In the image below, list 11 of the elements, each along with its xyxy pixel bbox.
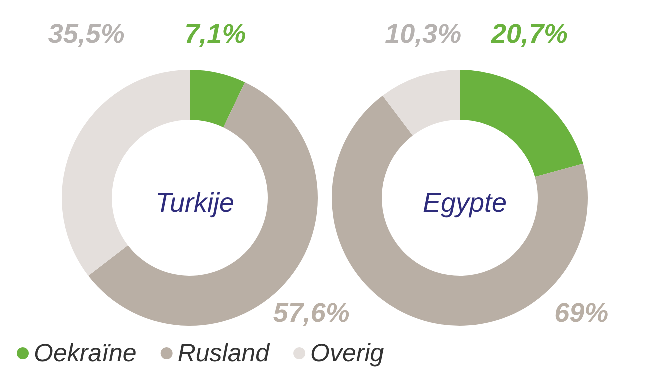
slice-label: Turkije: [155, 188, 235, 218]
legend-label: Overig: [310, 340, 384, 368]
legend-label: Oekraïne: [34, 340, 137, 368]
data-label: 7,1%: [184, 19, 246, 49]
legend-label: Rusland: [178, 340, 271, 368]
data-label: 10,3%: [385, 19, 462, 49]
data-label: 20,7%: [490, 19, 568, 49]
slice-label: Egypte: [422, 188, 508, 218]
data-label: 35,5%: [48, 19, 125, 49]
data-label: 57,6%: [273, 298, 350, 328]
data-label: 69%: [554, 298, 609, 328]
